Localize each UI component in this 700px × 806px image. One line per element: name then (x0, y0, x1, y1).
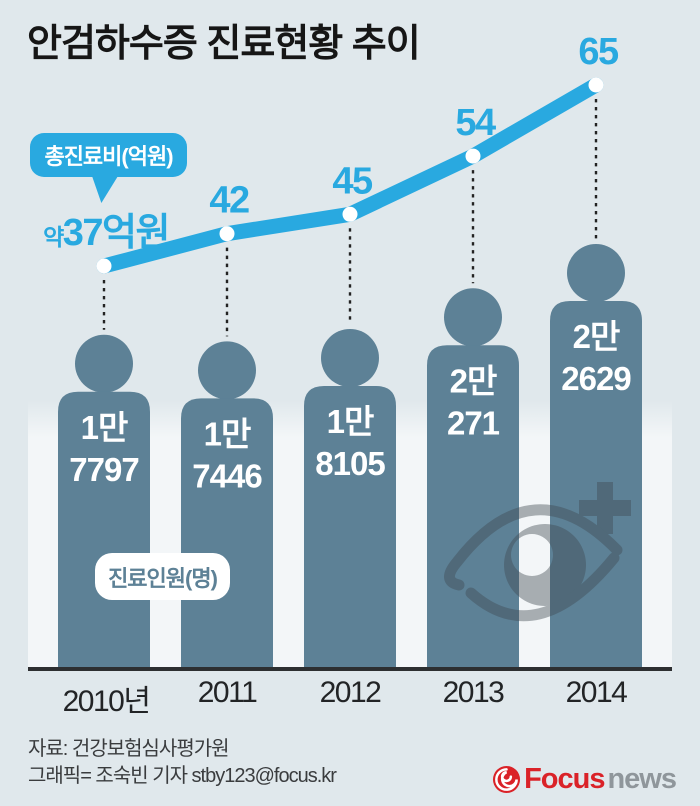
figure-body (550, 301, 642, 669)
data-point-dot (588, 77, 604, 93)
figure-value-label: 2만 (450, 362, 497, 399)
x-axis-baseline (28, 667, 672, 671)
x-tick-2013: 2013 (442, 676, 505, 709)
figure-head (198, 341, 256, 400)
focusnews-logo: Focus news (492, 763, 677, 796)
data-point-dot (219, 226, 235, 242)
x-tick-2014: 2014 (565, 676, 628, 709)
figure-body (181, 398, 273, 669)
data-point-dot (465, 148, 481, 164)
cost-value-label: 65 (578, 31, 619, 73)
figure-head (444, 288, 502, 347)
x-tick-2011: 2011 (197, 676, 258, 709)
figure-body (304, 385, 396, 669)
cost-value-label: 42 (209, 180, 249, 222)
source-credit: 자료: 건강보험심사평가원 (28, 738, 230, 760)
x-tick-2012: 2012 (319, 676, 382, 709)
cost-value-label: 54 (455, 102, 496, 144)
medical-cross-icon (579, 482, 631, 534)
data-point-dot (96, 258, 112, 274)
patients-series-label-badge: 진료인원(명) (95, 553, 230, 600)
focus-swirl-icon (493, 765, 521, 794)
figure-value-label: 8105 (315, 445, 385, 482)
cost-value-label: 약37억원 (43, 212, 169, 254)
x-tick-2010: 2010년 (62, 685, 151, 718)
figure-value-label: 1만 (327, 403, 374, 440)
figure-value-label: 271 (447, 404, 500, 441)
eye-watermark (444, 482, 631, 622)
cost-series-label-bubble: 총진료비(억원) (30, 133, 187, 177)
figure-value-label: 2만 (573, 318, 620, 355)
page-title: 안검하수증 진료현황 추이 (27, 23, 421, 65)
eye-lower-lid (465, 552, 620, 622)
figure-value-label: 7797 (69, 451, 138, 488)
logo-suffix-text: news (607, 763, 677, 795)
figure-head (321, 328, 379, 387)
figure-value-label: 7446 (192, 457, 262, 494)
eye-upper-lid (444, 504, 623, 591)
logo-brand-text: Focus (524, 763, 605, 795)
figure-body (427, 345, 519, 669)
data-point-dot (342, 206, 358, 222)
figure-value-label: 1만 (81, 409, 128, 446)
figure-value-label: 1만 (204, 415, 251, 452)
cost-value-label: 45 (332, 160, 373, 202)
figure-value-label: 2629 (561, 360, 631, 397)
eye-pupil (504, 524, 587, 606)
graphics-credit: 그래픽= 조숙빈 기자 stby123@focus.kr (28, 765, 337, 787)
figure-head (567, 244, 625, 302)
figure-head (75, 334, 133, 393)
